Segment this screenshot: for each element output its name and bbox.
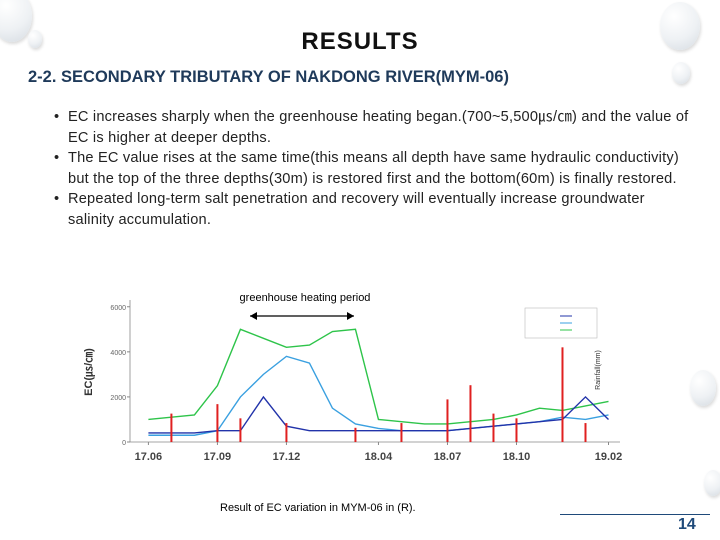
rain-bar: [285, 423, 288, 442]
legend-box: [524, 307, 598, 339]
rain-bar: [584, 423, 587, 442]
rain-bar: [400, 423, 403, 442]
y2-axis-label: Rainfall(mm): [595, 350, 602, 390]
rain-bar: [492, 413, 495, 442]
y-tick-label: 0: [122, 440, 126, 447]
slide-title: RESULTS: [301, 28, 419, 55]
decoration: [704, 470, 720, 496]
figure-caption: Result of EC variation in MYM-06 in (R).: [220, 502, 416, 514]
y-axis-label: EC(㎲/㎝): [83, 348, 95, 396]
decoration: [660, 2, 700, 50]
y-tick-label: 6000: [110, 305, 126, 312]
decoration: [672, 62, 690, 84]
x-tick-label: 17.06: [135, 451, 163, 463]
x-tick-label: 18.10: [503, 451, 531, 463]
x-tick-label: 17.12: [273, 451, 301, 463]
rain-bar: [561, 347, 564, 442]
data-line: [148, 328, 609, 425]
divider: [560, 514, 710, 515]
rain-bar: [469, 385, 472, 442]
rain-bar: [239, 418, 242, 442]
annotation: greenhouse heating period: [240, 292, 371, 304]
rain-bar: [515, 418, 518, 442]
rain-bar: [170, 413, 173, 442]
x-tick-label: 17.09: [204, 451, 232, 463]
bullet: Repeated long-term salt penetration and …: [52, 189, 692, 230]
y-tick-label: 2000: [110, 395, 126, 402]
decoration: [690, 370, 716, 406]
data-line: [148, 395, 609, 434]
rain-bar: [446, 399, 449, 442]
bullet-list: EC increases sharply when the greenhouse…: [52, 107, 692, 230]
y-tick-label: 4000: [110, 350, 126, 357]
x-tick-label: 19.02: [595, 451, 623, 463]
rain-bar: [216, 404, 219, 442]
x-tick-label: 18.04: [365, 451, 393, 463]
x-tick-label: 18.07: [434, 451, 462, 463]
bullet: EC increases sharply when the greenhouse…: [52, 107, 692, 148]
section-title: 2-2. SECONDARY TRIBUTARY OF NAKDONG RIVE…: [28, 68, 509, 86]
bullet: The EC value rises at the same time(this…: [52, 148, 692, 189]
decoration: [28, 30, 42, 48]
rain-bar: [354, 427, 357, 442]
page-number: 14: [678, 516, 696, 533]
